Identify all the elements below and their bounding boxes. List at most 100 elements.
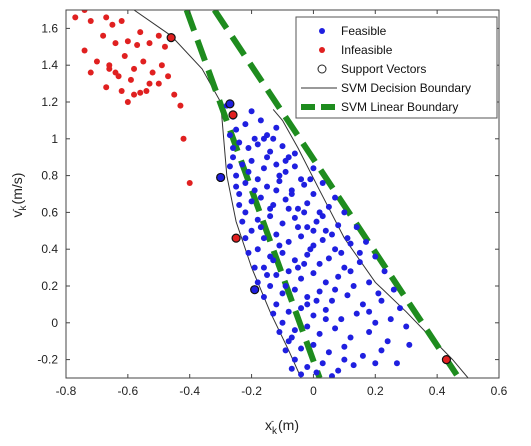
feasible-point	[316, 288, 323, 295]
feasible-point	[325, 349, 332, 356]
y-axis-label-unit: (m/s)	[9, 173, 25, 205]
feasible-point	[257, 224, 264, 231]
infeasible-point	[81, 47, 88, 54]
feasible-point	[260, 135, 267, 142]
support-vector-point	[228, 110, 238, 120]
feasible-point	[304, 294, 311, 301]
feasible-point	[307, 176, 314, 183]
feasible-point	[285, 268, 292, 275]
feasible-point	[304, 224, 311, 231]
feasible-point	[332, 194, 339, 201]
infeasible-point	[109, 21, 116, 28]
feasible-point	[254, 176, 261, 183]
feasible-point	[366, 279, 373, 286]
feasible-point	[341, 264, 348, 271]
infeasible-point	[121, 53, 128, 59]
feasible-point	[276, 172, 283, 179]
infeasible-point	[137, 29, 144, 36]
feasible-point	[298, 275, 305, 282]
y-axis-label: vk- (m/s)	[8, 173, 29, 218]
feasible-point	[245, 145, 252, 151]
feasible-point	[387, 316, 394, 323]
infeasible-point	[87, 69, 94, 76]
feasible-point	[226, 132, 233, 139]
feasible-point	[372, 360, 379, 367]
feasible-point	[233, 126, 240, 133]
feasible-point	[282, 157, 289, 164]
feasible-point	[350, 283, 357, 289]
feasible-point	[285, 205, 292, 212]
infeasible-point	[124, 99, 131, 105]
feasible-point	[353, 310, 360, 317]
feasible-point	[273, 124, 280, 131]
infeasible-point	[146, 40, 153, 47]
legend-infeasible-label: Infeasible	[341, 43, 393, 57]
feasible-point	[310, 191, 317, 197]
feasible-point	[273, 187, 280, 194]
legend: Feasible Infeasible Support Vectors SVM …	[295, 16, 498, 119]
feasible-point	[359, 352, 366, 359]
infeasible-point	[103, 84, 110, 91]
feasible-point	[338, 316, 345, 323]
feasible-point	[251, 135, 258, 142]
infeasible-point	[131, 65, 138, 72]
infeasible-point	[118, 87, 125, 94]
y-tick-label: 1	[51, 132, 58, 146]
feasible-point	[393, 360, 400, 367]
infeasible-point	[81, 10, 88, 13]
feasible-point	[328, 297, 335, 304]
x-tick-label: -0.2	[241, 384, 262, 398]
feasible-point	[313, 369, 320, 376]
infeasible-point	[155, 32, 162, 39]
feasible-point	[282, 196, 289, 203]
feasible-point	[273, 231, 280, 238]
feasible-point	[390, 286, 397, 293]
feasible-point	[291, 214, 298, 221]
feasible-point	[332, 246, 339, 253]
feasible-point	[279, 290, 286, 297]
feasible-point	[267, 213, 274, 220]
support-vector-point	[231, 233, 241, 243]
feasible-point	[260, 165, 267, 172]
feasible-point	[298, 345, 305, 352]
feasible-point	[381, 268, 388, 275]
feasible-point	[279, 249, 286, 256]
feasible-point	[344, 235, 351, 242]
y-tick-label: 1.2	[41, 95, 58, 109]
feasible-point	[322, 306, 329, 313]
svm-linear-boundary-line	[183, 10, 323, 378]
infeasible-point	[161, 43, 168, 50]
feasible-point	[347, 268, 354, 275]
feasible-point	[313, 297, 320, 304]
infeasible-point	[165, 73, 172, 80]
feasible-point	[248, 198, 255, 205]
feasible-point	[298, 371, 305, 378]
feasible-point	[251, 264, 258, 271]
plot-frame	[65, 9, 500, 379]
feasible-point	[356, 259, 363, 266]
feasible-point	[264, 183, 271, 190]
feasible-point	[260, 264, 267, 271]
feasible-point	[341, 343, 348, 350]
feasible-point	[294, 205, 301, 212]
feasible-point	[301, 260, 308, 267]
y-axis-label-sup: -	[8, 208, 18, 211]
feasible-point	[273, 271, 280, 278]
x-tick-label: 0.6	[491, 384, 508, 398]
feasible-point	[372, 319, 379, 326]
feasible-point	[294, 224, 301, 231]
y-tick-label: 0.4	[41, 242, 58, 256]
feasible-point	[332, 286, 339, 293]
feasible-point	[288, 191, 295, 197]
infeasible-point	[146, 80, 153, 87]
feasible-point	[304, 200, 311, 207]
feasible-point	[230, 154, 237, 161]
feasible-point	[341, 209, 348, 216]
infeasible-point	[100, 32, 107, 39]
feasible-point	[267, 205, 274, 212]
feasible-point	[366, 308, 373, 315]
infeasible-point	[106, 62, 113, 69]
axis-ticks: -0.8 -0.6 -0.4 -0.2 0 0.2 0.4 0.6 -0.2 0 0.2 0.4 0.6…	[37, 10, 508, 398]
infeasible-point	[118, 18, 125, 25]
feasible-point	[233, 183, 240, 190]
